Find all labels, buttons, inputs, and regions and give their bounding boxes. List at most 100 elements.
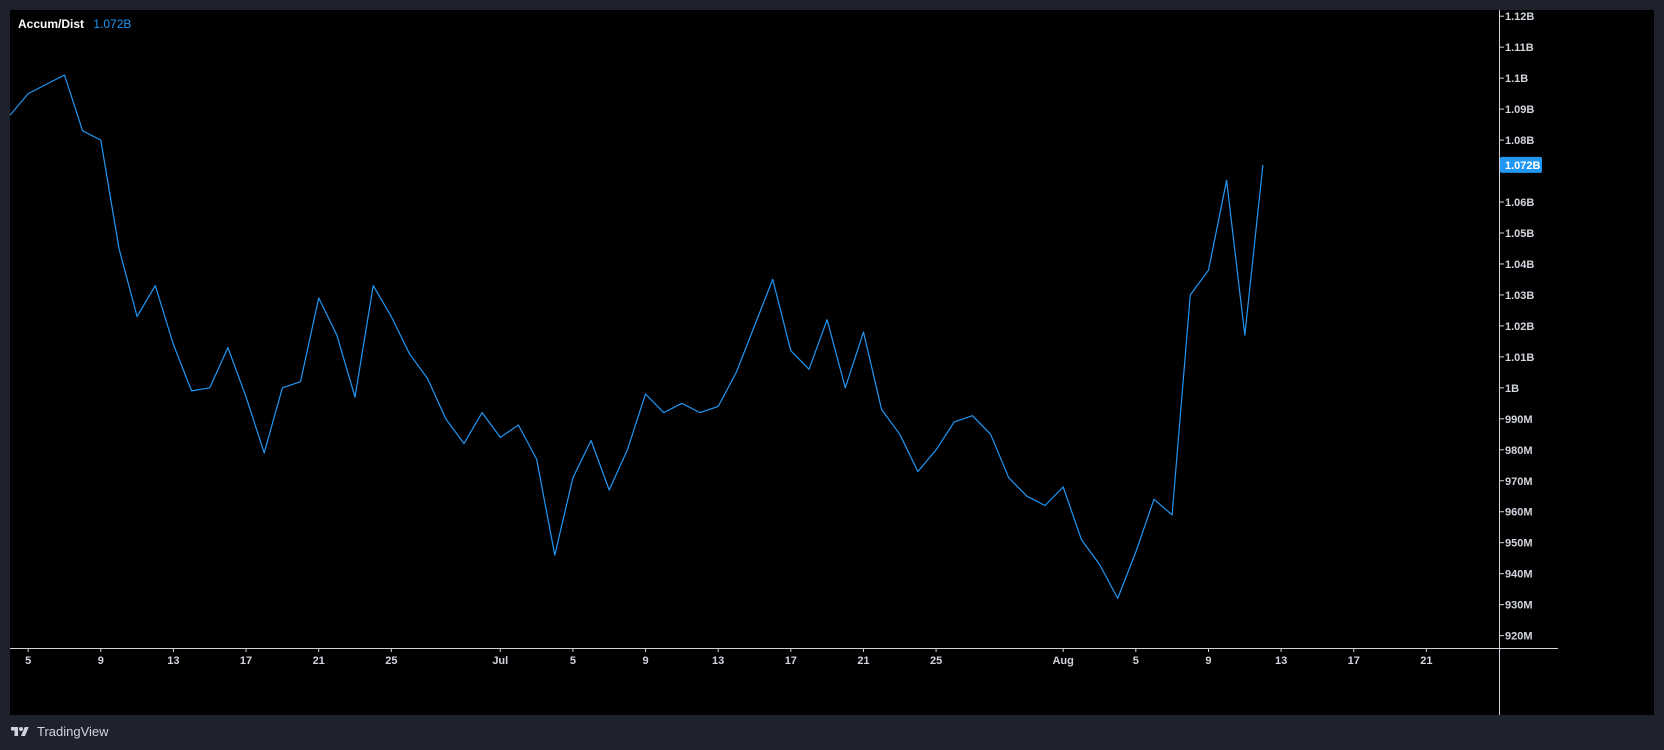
data-point[interactable] — [752, 323, 758, 329]
y-tick-label: 960M — [1505, 507, 1533, 519]
data-point[interactable] — [316, 295, 322, 301]
data-point[interactable] — [388, 314, 394, 320]
x-tick-label: 25 — [930, 655, 942, 667]
price-axis[interactable]: 920M 930M 940M 950M 960M 970M 980M 990M 1B 1.01B 1… — [1499, 11, 1534, 643]
footer-bar: TradingView — [0, 715, 1664, 750]
data-point[interactable] — [479, 410, 485, 416]
data-point[interactable] — [1151, 496, 1157, 502]
y-tick-label: 970M — [1505, 476, 1533, 488]
x-tick-label: 17 — [240, 655, 252, 667]
data-point[interactable] — [1060, 484, 1066, 490]
data-point[interactable] — [624, 447, 630, 453]
data-point[interactable] — [497, 434, 503, 440]
data-point[interactable] — [334, 332, 340, 338]
chart-area[interactable]: 920M 930M 940M 950M 960M 970M 980M 990M 1B 1.01B 1… — [10, 10, 1654, 715]
data-point[interactable] — [425, 376, 431, 382]
x-tick-label: 9 — [642, 655, 648, 667]
y-tick-label: 1.05B — [1505, 228, 1534, 240]
data-point[interactable] — [842, 385, 848, 391]
data-point[interactable] — [62, 72, 68, 78]
data-point[interactable] — [370, 283, 376, 289]
data-point[interactable] — [279, 385, 285, 391]
data-point[interactable] — [1133, 549, 1139, 555]
data-point[interactable] — [1242, 332, 1248, 338]
indicator-name[interactable]: Accum/Dist — [18, 17, 85, 31]
x-tick-label: Jul — [492, 655, 508, 667]
data-point[interactable] — [98, 137, 104, 143]
data-point[interactable] — [879, 407, 885, 413]
data-point[interactable] — [988, 431, 994, 437]
y-tick-label: 1B — [1505, 383, 1519, 395]
data-point[interactable] — [570, 475, 576, 481]
data-point[interactable] — [1006, 475, 1012, 481]
y-tick-label: 1.08B — [1505, 135, 1534, 147]
data-point[interactable] — [606, 487, 612, 493]
data-point[interactable] — [1224, 177, 1230, 183]
data-point[interactable] — [352, 394, 358, 400]
data-point[interactable] — [788, 348, 794, 354]
data-point[interactable] — [298, 379, 304, 385]
data-point[interactable] — [733, 369, 739, 375]
data-point[interactable] — [933, 447, 939, 453]
data-point[interactable] — [1097, 561, 1103, 567]
data-point[interactable] — [1260, 162, 1266, 168]
y-tick-label: 990M — [1505, 414, 1533, 426]
data-point[interactable] — [534, 456, 540, 462]
y-tick-label: 950M — [1505, 538, 1533, 550]
data-point[interactable] — [243, 394, 249, 400]
y-tick-label: 1.01B — [1505, 352, 1534, 364]
data-point[interactable] — [661, 410, 667, 416]
data-point[interactable] — [261, 450, 267, 456]
data-point[interactable] — [588, 438, 594, 444]
data-point[interactable] — [25, 91, 31, 97]
data-point[interactable] — [152, 283, 158, 289]
data-point[interactable] — [461, 441, 467, 447]
time-axis[interactable]: 5 9 13 17 21 25 Jul 5 9 13 17 21 25 Aug 5 9 13 17 21 — [25, 648, 1432, 667]
data-point[interactable] — [643, 391, 649, 397]
data-point[interactable] — [1187, 292, 1193, 298]
data-point[interactable] — [1024, 493, 1030, 499]
tradingview-branding[interactable]: TradingView — [9, 724, 109, 739]
data-point[interactable] — [170, 342, 176, 348]
indicator-legend[interactable]: Accum/Dist 1.072B — [18, 16, 131, 32]
data-point[interactable] — [207, 385, 213, 391]
data-point[interactable] — [915, 469, 921, 475]
data-point[interactable] — [1206, 267, 1212, 273]
x-tick-label: 13 — [167, 655, 179, 667]
last-value-tag: 1.072B — [1500, 156, 1542, 173]
data-point[interactable] — [189, 388, 195, 394]
data-point[interactable] — [552, 552, 558, 558]
data-point[interactable] — [715, 403, 721, 409]
data-point[interactable] — [861, 329, 867, 335]
x-tick-label: 9 — [1205, 655, 1211, 667]
data-point[interactable] — [1078, 537, 1084, 543]
plot-area[interactable] — [10, 72, 1266, 601]
chart-svg[interactable]: 920M 930M 940M 950M 960M 970M 980M 990M 1B 1.01B 1… — [10, 10, 1654, 715]
data-point[interactable] — [951, 419, 957, 425]
y-tick-label: 1.03B — [1505, 290, 1534, 302]
brand-name: TradingView — [37, 724, 109, 739]
y-tick-label: 1.09B — [1505, 104, 1534, 116]
data-point[interactable] — [443, 416, 449, 422]
data-point[interactable] — [679, 400, 685, 406]
data-point[interactable] — [697, 410, 703, 416]
data-point[interactable] — [770, 276, 776, 282]
series-line-accum-dist[interactable] — [10, 74, 1264, 600]
data-point[interactable] — [10, 112, 13, 118]
data-point[interactable] — [1115, 595, 1121, 601]
data-point[interactable] — [1169, 512, 1175, 518]
data-point[interactable] — [824, 317, 830, 323]
y-tick-label: 1.02B — [1505, 321, 1534, 333]
y-tick-label: 1.06B — [1505, 197, 1534, 209]
data-point[interactable] — [969, 413, 975, 419]
data-point[interactable] — [897, 431, 903, 437]
data-point[interactable] — [407, 351, 413, 357]
data-point[interactable] — [134, 314, 140, 320]
x-tick-label: 21 — [313, 655, 325, 667]
data-point[interactable] — [515, 422, 521, 428]
data-point[interactable] — [80, 128, 86, 134]
data-point[interactable] — [225, 345, 231, 351]
data-point[interactable] — [116, 246, 122, 252]
data-point[interactable] — [806, 366, 812, 372]
data-point[interactable] — [1042, 503, 1048, 509]
